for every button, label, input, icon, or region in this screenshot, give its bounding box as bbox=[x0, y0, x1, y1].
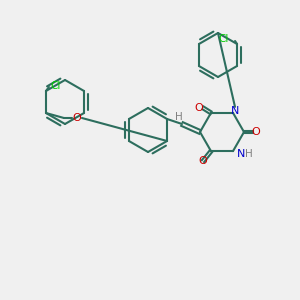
Text: N: N bbox=[231, 106, 239, 116]
Text: O: O bbox=[73, 113, 81, 123]
Text: H: H bbox=[245, 149, 253, 159]
Text: O: O bbox=[199, 156, 207, 166]
Text: Cl: Cl bbox=[50, 81, 60, 91]
Text: N: N bbox=[237, 149, 245, 159]
Text: H: H bbox=[175, 112, 183, 122]
Text: O: O bbox=[252, 127, 260, 137]
Text: Cl: Cl bbox=[219, 34, 229, 44]
Text: O: O bbox=[195, 103, 203, 113]
